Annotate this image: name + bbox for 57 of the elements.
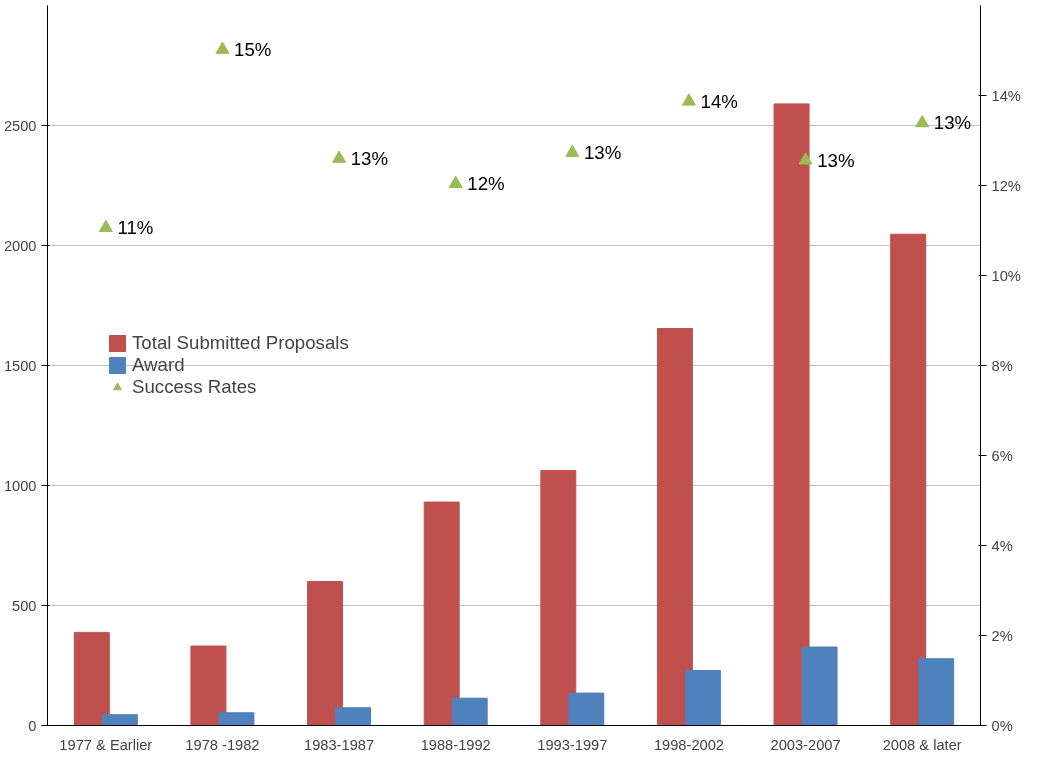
data-label: 13%: [817, 149, 855, 171]
data-label: 15%: [234, 39, 272, 61]
bar: [451, 697, 488, 726]
point: [215, 41, 230, 54]
x-tick-label: 1978 -1982: [185, 736, 260, 753]
point: [915, 114, 930, 128]
bar: [918, 658, 955, 726]
x-tick-label: 2008 & later: [882, 736, 962, 753]
bar: [73, 631, 110, 726]
x-tick-label: 2003-2007: [770, 736, 841, 753]
y2-tick-label: 8%: [991, 357, 1013, 374]
y-tick-label: 0: [28, 717, 37, 734]
y2-tick-label: 12%: [991, 177, 1021, 194]
legend-label: Success Rates: [132, 376, 257, 398]
y2-tick-label: 14%: [991, 87, 1021, 104]
point: [332, 150, 347, 163]
bar: [218, 712, 255, 726]
data-label: 13%: [933, 112, 972, 134]
bar: [890, 233, 927, 726]
point: [681, 93, 696, 106]
y2-tick-label: 0%: [991, 717, 1013, 734]
y2-tick-label: 6%: [991, 447, 1013, 464]
y-tick-label: 2000: [3, 237, 37, 254]
x-tick-label: 1983-1987: [304, 736, 375, 753]
y-tick-label: 2500: [3, 117, 37, 134]
bar: [656, 328, 693, 726]
x-tick-label: 1993-1997: [537, 736, 608, 753]
data-label: 13%: [583, 142, 622, 164]
point: [565, 144, 580, 157]
legend-label: Total Submitted Proposals: [132, 332, 349, 354]
y-tick-label: 1000: [3, 477, 37, 494]
y2-tick-label: 10%: [991, 267, 1021, 284]
bar: [684, 670, 721, 726]
bar: [773, 103, 810, 726]
bar: [801, 646, 838, 726]
bar: [335, 707, 372, 726]
x-tick-label: 1988-1992: [420, 736, 491, 753]
y-tick-label: 1500: [3, 357, 37, 374]
bar: [568, 692, 605, 726]
y2-tick-label: 2%: [991, 627, 1013, 644]
x-tick-label: 1998-2002: [653, 736, 724, 753]
legend-label: Award: [132, 354, 185, 376]
bar: [307, 581, 344, 726]
point: [98, 219, 113, 233]
bar: [190, 645, 227, 726]
x-tick-label: 1977 & Earlier: [59, 736, 153, 753]
point: [798, 152, 813, 165]
bar: [101, 714, 138, 726]
data-label: 12%: [467, 173, 505, 195]
y-tick-label: 500: [12, 597, 37, 614]
bar: [540, 470, 577, 726]
data-label: 13%: [350, 148, 389, 169]
point: [448, 175, 463, 188]
bar: [423, 501, 460, 726]
data-label: 11%: [117, 217, 154, 239]
data-label: 14%: [700, 90, 738, 112]
y2-tick-label: 4%: [991, 537, 1013, 554]
